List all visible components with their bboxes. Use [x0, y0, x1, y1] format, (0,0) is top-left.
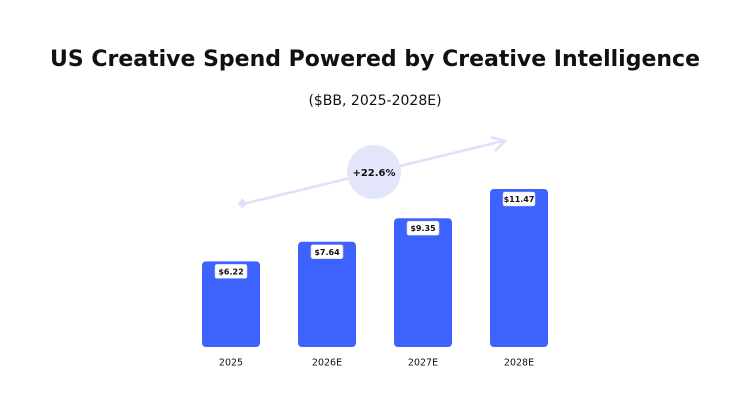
- x-tick-label: 2027E: [408, 358, 438, 369]
- growth-annotation: +22.6%: [352, 168, 395, 179]
- value-label-box: [406, 220, 440, 236]
- x-tick-label: 2025: [219, 358, 243, 369]
- bar: [394, 218, 452, 347]
- value-label: $11.47: [504, 195, 535, 204]
- value-label-box: [214, 264, 248, 279]
- trend-arrow: [237, 135, 508, 209]
- bar: [490, 189, 548, 347]
- bar: [202, 261, 260, 347]
- x-tick-label: 2028E: [504, 358, 534, 369]
- x-tick-label: 2026E: [312, 358, 342, 369]
- value-label-box: [310, 244, 344, 260]
- value-label-box: [502, 191, 536, 207]
- value-label: $7.64: [314, 248, 340, 257]
- value-label: $9.35: [410, 224, 436, 233]
- value-label: $6.22: [218, 267, 243, 276]
- bar: [298, 241, 356, 347]
- chart-title: US Creative Spend Powered by Creative In…: [50, 47, 700, 72]
- chart-subtitle: ($BB, 2025-2028E): [308, 93, 441, 109]
